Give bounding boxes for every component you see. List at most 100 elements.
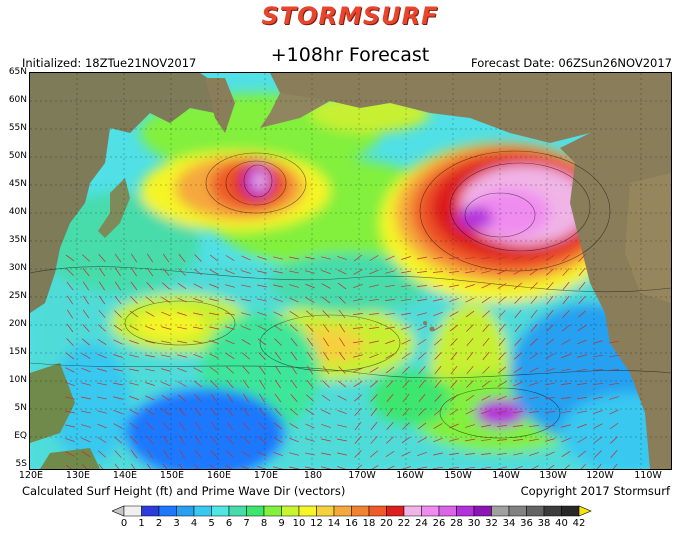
wave-vector xyxy=(496,439,508,441)
legend-cell xyxy=(298,505,317,517)
wave-vector xyxy=(305,423,315,429)
wave-vector xyxy=(530,309,538,319)
wave-vector xyxy=(257,270,267,274)
wave-vector xyxy=(546,309,554,319)
wave-vector xyxy=(498,323,506,333)
wave-vector xyxy=(145,311,155,317)
wave-vector xyxy=(449,438,459,442)
wave-vector xyxy=(466,351,474,361)
wave-vector xyxy=(609,382,619,386)
wave-vector xyxy=(82,324,90,332)
wave-vector xyxy=(273,270,283,274)
wave-vector xyxy=(402,422,410,430)
wave-vector xyxy=(449,324,459,332)
wave-vector xyxy=(562,281,570,291)
legend-cell xyxy=(543,505,562,517)
wave-vector xyxy=(225,339,235,345)
lon-label: 160E xyxy=(206,470,232,481)
wave-vector xyxy=(561,368,571,372)
wave-vector xyxy=(289,310,299,318)
wave-vector xyxy=(129,354,139,358)
wave-vector xyxy=(418,366,426,374)
wave-vector xyxy=(529,255,539,261)
wave-vector xyxy=(65,410,75,414)
wave-vector xyxy=(369,380,379,388)
wave-vector xyxy=(545,338,555,346)
legend-cell xyxy=(158,505,177,517)
legend-cell xyxy=(456,505,475,517)
lon-label: 110W xyxy=(634,470,662,481)
wave-vector xyxy=(306,337,314,347)
wave-vector xyxy=(114,253,122,263)
wave-vector xyxy=(289,437,299,443)
wave-vector xyxy=(545,368,555,372)
wave-vector xyxy=(577,450,587,458)
wave-vector xyxy=(529,382,539,386)
wave-vector xyxy=(258,422,266,430)
legend-label: 12 xyxy=(310,518,323,529)
wave-vector xyxy=(113,368,123,372)
legend-cell xyxy=(316,505,335,517)
wave-vector xyxy=(593,396,603,400)
wave-vector xyxy=(578,296,586,304)
wave-vector xyxy=(225,312,235,316)
wave-vector xyxy=(177,340,187,344)
wave-vector xyxy=(145,296,155,304)
wave-vector xyxy=(401,339,411,345)
wave-vector xyxy=(434,352,442,360)
wave-vector xyxy=(129,368,139,372)
wave-vector xyxy=(401,436,411,444)
wave-vector xyxy=(241,339,251,345)
wave-vector xyxy=(322,337,330,347)
legend-label: 22 xyxy=(397,518,411,529)
wave-vector xyxy=(368,313,380,315)
wave-vector xyxy=(434,394,442,402)
legend-label: 0 xyxy=(120,518,128,529)
wave-vector xyxy=(65,381,75,387)
lat-label: 60N xyxy=(8,95,27,105)
legend-cell xyxy=(193,505,212,517)
legend-cell xyxy=(386,505,405,517)
legend-cell xyxy=(176,505,195,517)
wave-vector xyxy=(290,351,298,361)
wave-vector xyxy=(594,450,602,458)
wave-vector xyxy=(514,465,523,469)
wave-vector xyxy=(353,380,363,388)
wave-vector xyxy=(177,394,187,402)
lat-label: 30N xyxy=(8,263,27,273)
wave-vector xyxy=(608,355,620,357)
wave-vector xyxy=(130,449,138,459)
wave-vector xyxy=(562,310,570,318)
map-canvas xyxy=(30,73,671,469)
wave-vector xyxy=(369,284,379,288)
wave-vector xyxy=(449,284,459,288)
wave-vector xyxy=(225,269,235,275)
wave-vector xyxy=(177,326,187,330)
wave-vector xyxy=(513,269,523,275)
wave-vector xyxy=(578,267,586,277)
wave-vector xyxy=(305,438,315,442)
wave-vector xyxy=(65,438,75,442)
wave-vector xyxy=(161,354,171,358)
wave-vector xyxy=(289,256,299,260)
wave-vector xyxy=(146,422,154,430)
wave-vector xyxy=(113,396,123,400)
wave-height-field xyxy=(30,93,671,469)
wave-vector xyxy=(337,380,347,388)
wave-vector xyxy=(513,255,523,261)
wave-vector xyxy=(321,438,331,442)
wave-vector xyxy=(242,379,250,389)
wave-vector xyxy=(289,466,299,469)
lat-label: 20N xyxy=(8,319,27,329)
wave-vector xyxy=(512,439,524,441)
wave-vector xyxy=(146,253,154,263)
wave-vector xyxy=(514,309,522,319)
wave-vector xyxy=(241,298,251,302)
wave-vector xyxy=(401,466,411,469)
wave-vector xyxy=(369,340,379,344)
wave-vector xyxy=(545,451,555,457)
wave-vector xyxy=(433,338,443,346)
wave-vector xyxy=(354,394,362,402)
wave-vector xyxy=(81,424,91,428)
wave-vector xyxy=(481,410,491,414)
